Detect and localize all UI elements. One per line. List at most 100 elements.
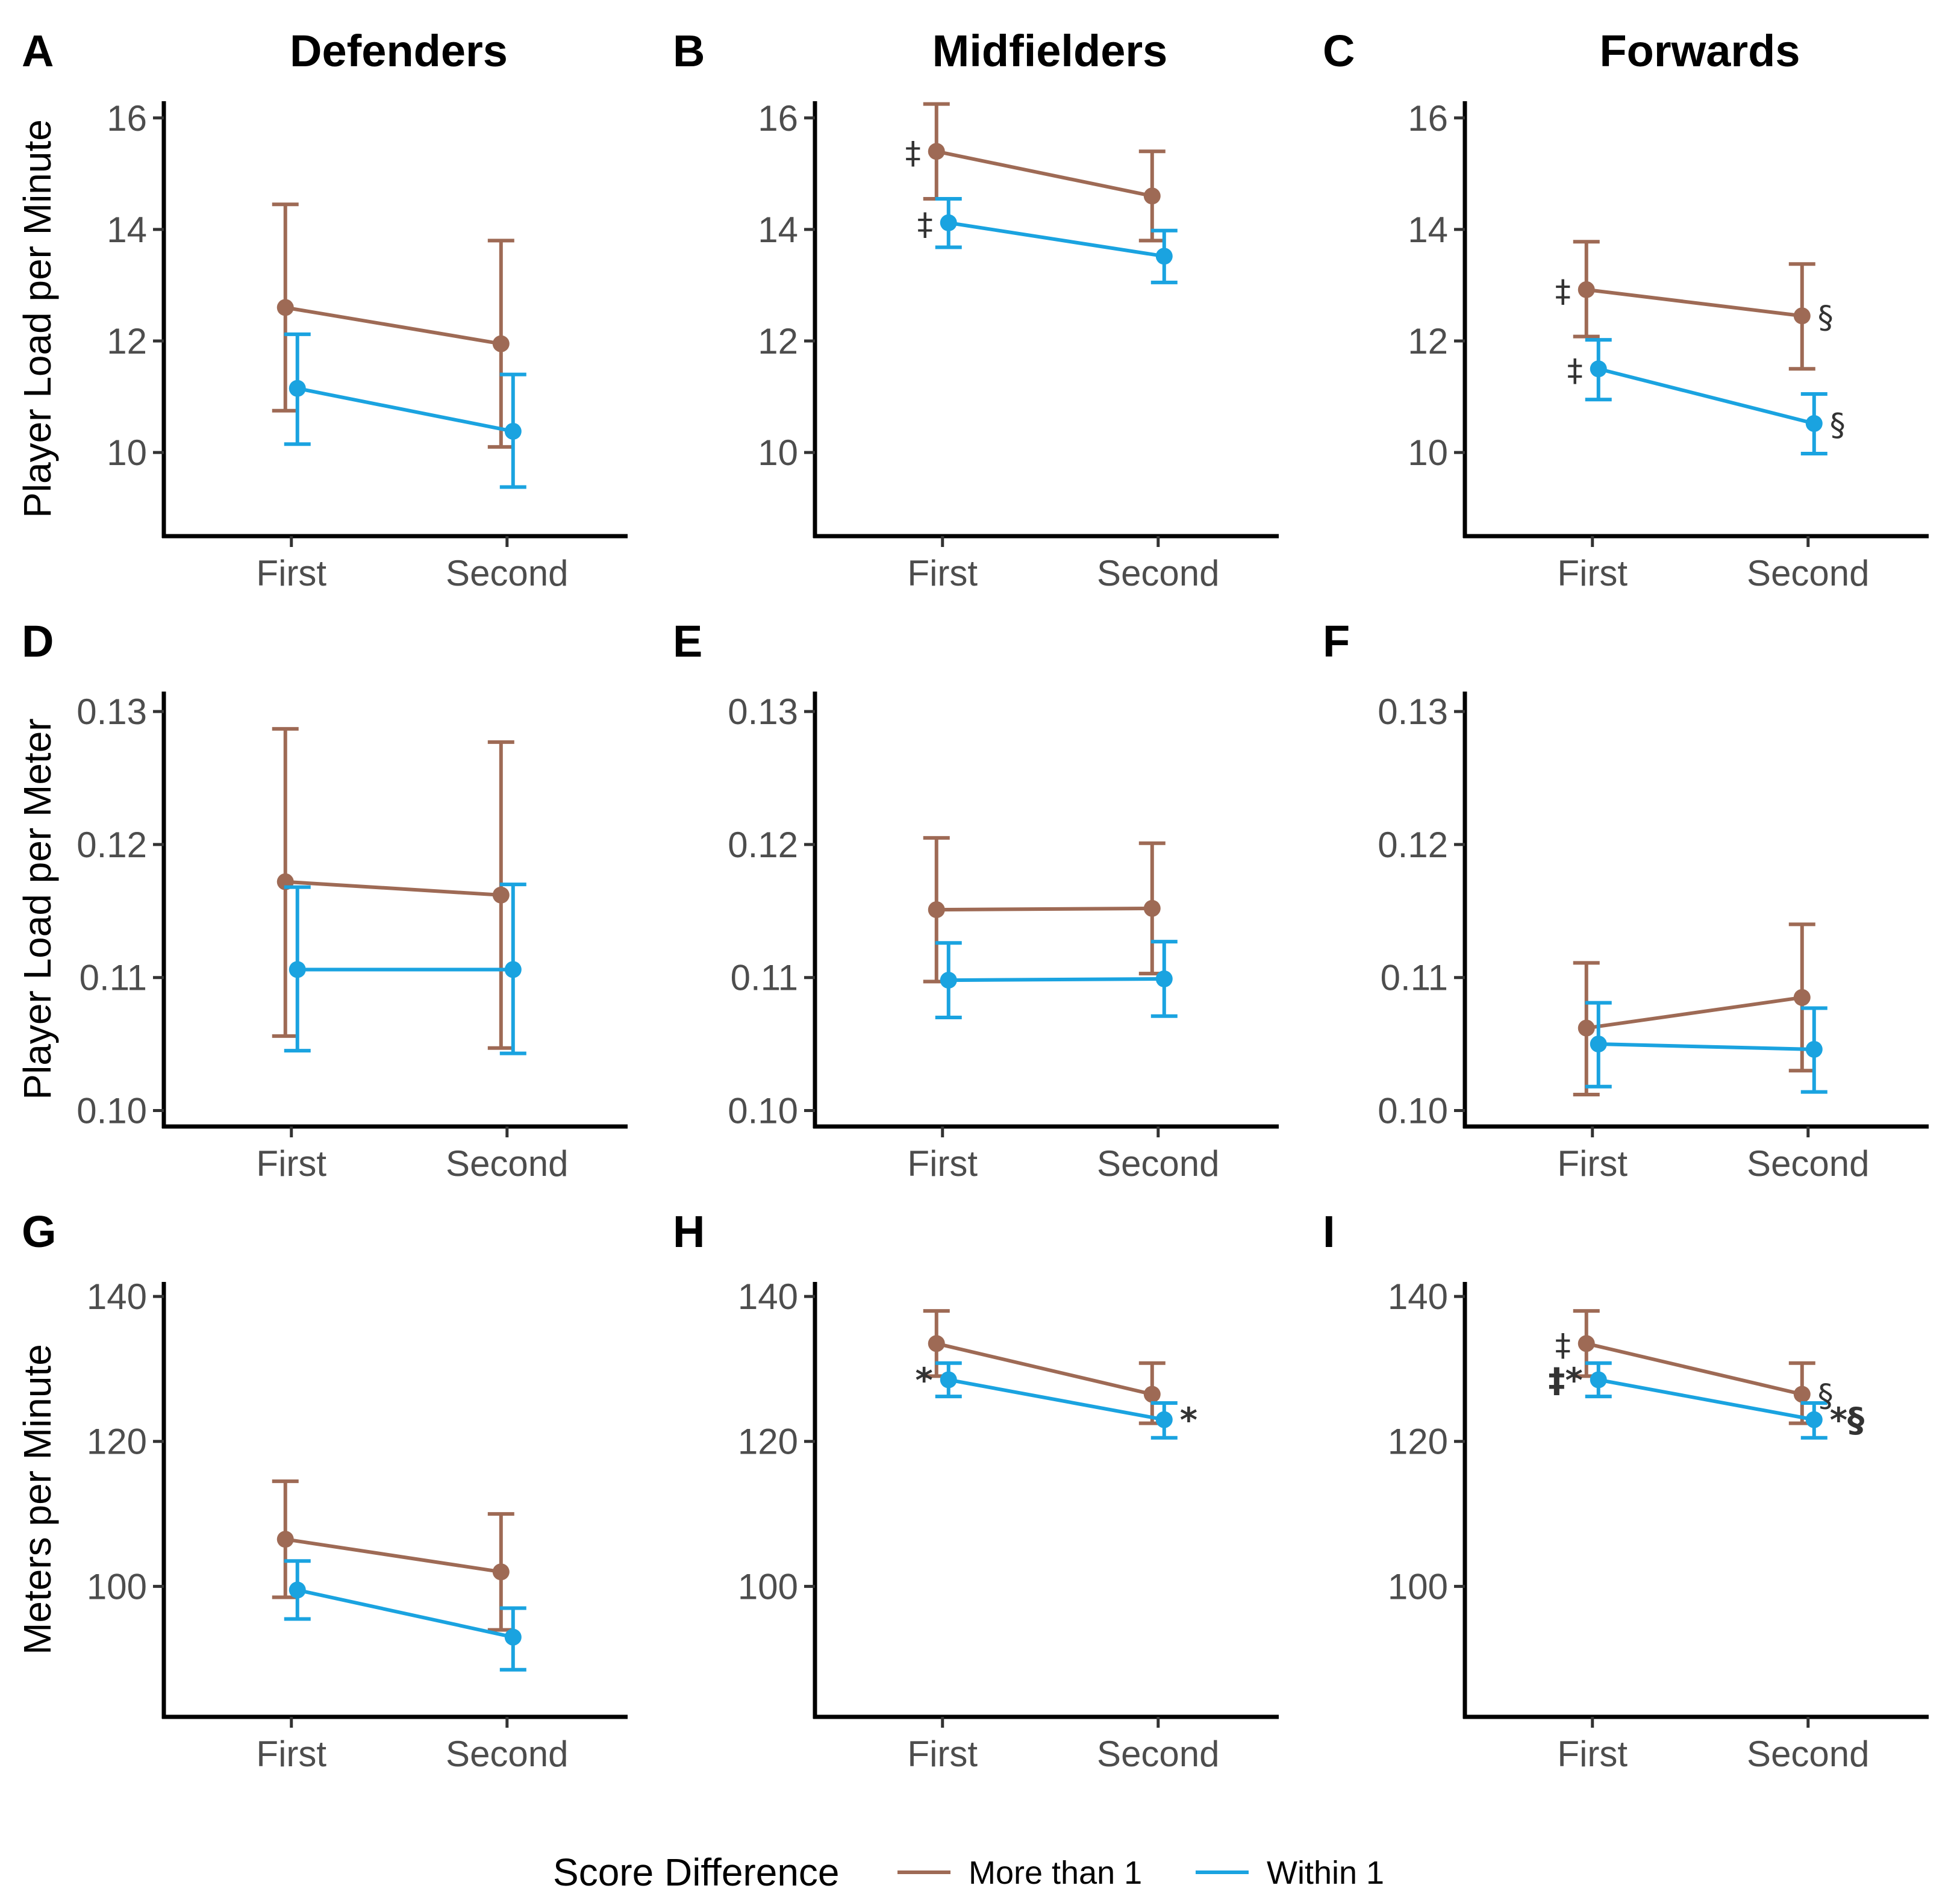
x-tick-label: Second <box>1747 1143 1870 1184</box>
series-line-within-1 <box>1598 367 1815 425</box>
y-axis-label: Player Load per Minute <box>16 119 59 518</box>
x-tick-label: Second <box>446 1734 569 1774</box>
data-point <box>504 422 522 440</box>
x-tick-label: First <box>1557 1734 1628 1774</box>
data-point <box>1805 415 1823 433</box>
y-tick-label: 10 <box>1408 433 1448 473</box>
panel-letter: H <box>673 1207 705 1257</box>
data-point <box>1793 1386 1811 1403</box>
x-tick-label: First <box>256 553 326 593</box>
y-tick-label: 0.11 <box>731 958 798 998</box>
data-point <box>1590 1371 1607 1389</box>
data-point <box>504 1628 522 1646</box>
y-tick-label: 0.13 <box>76 692 147 732</box>
data-point <box>1578 1019 1595 1037</box>
x-tick-label: Second <box>1097 1143 1220 1184</box>
data-point <box>492 886 510 904</box>
y-tick-label: 0.13 <box>1378 692 1448 732</box>
data-point <box>492 1563 510 1581</box>
significance-annotation: § <box>1830 407 1846 443</box>
data-point <box>1805 1411 1823 1428</box>
series-line-within-1 <box>948 1378 1165 1422</box>
series-line-within-1 <box>297 386 514 433</box>
y-tick-label: 100 <box>87 1566 147 1607</box>
y-tick-label: 12 <box>1408 321 1448 361</box>
y-tick-label: 0.12 <box>76 825 147 865</box>
panel-b: B 10 12 14 16 First Second ‡ ‡ <box>673 26 1279 593</box>
y-tick-label: 16 <box>758 98 798 139</box>
significance-annotation: * <box>1180 1401 1197 1440</box>
y-tick-label: 16 <box>1408 98 1448 139</box>
panel-letter: A <box>22 26 54 76</box>
data-point <box>289 380 306 397</box>
legend-title: Score Difference <box>553 1851 840 1894</box>
data-point <box>1155 1411 1173 1428</box>
panel-a: A 10 12 14 16 First Second <box>22 26 628 593</box>
y-tick-label: 100 <box>1388 1566 1448 1607</box>
significance-annotation: ‡ <box>1555 273 1571 310</box>
x-tick-label: Second <box>1747 553 1870 593</box>
data-point <box>940 214 957 231</box>
significance-annotation: ‡ <box>905 135 921 171</box>
data-point <box>940 1371 957 1389</box>
data-point <box>1590 360 1607 378</box>
data-point <box>276 1531 294 1548</box>
series-line-more-than-1 <box>285 1537 502 1574</box>
y-axis-label: Player Load per Meter <box>16 718 59 1099</box>
significance-annotation: ‡ <box>1555 1327 1571 1363</box>
x-tick-label: Second <box>1747 1734 1870 1774</box>
y-tick-label: 140 <box>1388 1277 1448 1317</box>
y-tick-label: 0.13 <box>728 692 798 732</box>
panel-d: D 0.10 0.11 0.12 0.13 First Second <box>22 616 628 1184</box>
x-tick-label: First <box>256 1734 326 1774</box>
significance-annotation: § <box>1818 1378 1834 1414</box>
series-line-within-1 <box>1598 1378 1815 1422</box>
series-line-more-than-1 <box>936 906 1152 912</box>
significance-annotation: ‡* <box>1548 1361 1582 1400</box>
data-point <box>492 335 510 352</box>
series-line-more-than-1 <box>285 880 501 897</box>
panel-letter: G <box>22 1207 57 1257</box>
column-title: Midfielders <box>932 26 1168 76</box>
data-point <box>1793 307 1811 325</box>
legend-label: Within 1 <box>1267 1855 1384 1891</box>
data-point <box>940 972 957 989</box>
data-point <box>1155 248 1173 265</box>
data-point <box>1143 899 1161 917</box>
panel-letter: B <box>673 26 705 76</box>
data-point <box>1155 970 1173 987</box>
series-line-more-than-1 <box>285 305 502 346</box>
y-tick-label: 120 <box>87 1422 147 1462</box>
panel-f: F 0.10 0.11 0.12 0.13 First Second <box>1323 616 1929 1184</box>
data-point <box>1143 187 1161 205</box>
series-line-more-than-1 <box>1586 1342 1803 1396</box>
y-tick-label: 0.10 <box>728 1091 798 1131</box>
data-point <box>928 901 945 919</box>
y-tick-label: 0.11 <box>80 958 147 998</box>
panel-letter: E <box>673 616 702 666</box>
data-point <box>289 1581 306 1599</box>
significance-annotation: *§ <box>1830 1401 1864 1440</box>
panels-layer: Defenders Midfielders Forwards Player Load … <box>16 26 1929 1774</box>
x-tick-label: Second <box>1097 553 1220 593</box>
y-tick-label: 12 <box>107 321 147 361</box>
y-tick-label: 14 <box>1408 210 1448 250</box>
y-tick-label: 12 <box>758 321 798 361</box>
y-tick-label: 120 <box>738 1422 798 1462</box>
y-tick-label: 14 <box>758 210 798 250</box>
significance-annotation: ‡ <box>917 207 933 243</box>
panel-g: G 100 120 140 First Second <box>22 1207 628 1774</box>
data-point <box>928 143 945 160</box>
legend-label: More than 1 <box>969 1855 1142 1891</box>
y-tick-label: 16 <box>107 98 147 139</box>
x-tick-label: First <box>907 553 978 593</box>
column-title: Forwards <box>1599 26 1800 76</box>
panel-h: H 100 120 140 First Second * * <box>673 1207 1279 1774</box>
significance-annotation: ‡ <box>1567 352 1583 389</box>
panel-e: E 0.10 0.11 0.12 0.13 First Second <box>673 616 1279 1184</box>
x-tick-label: First <box>1557 553 1628 593</box>
y-tick-label: 120 <box>1388 1422 1448 1462</box>
data-point <box>1578 281 1595 298</box>
x-tick-label: First <box>256 1143 326 1184</box>
